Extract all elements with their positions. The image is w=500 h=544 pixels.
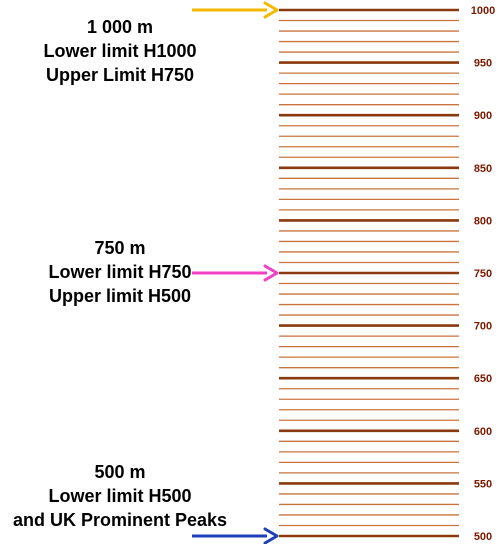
arrow-head: [263, 527, 279, 544]
tick-label-700: 700: [474, 321, 492, 333]
arrow-head: [263, 264, 279, 282]
marker-label-1000m: 1 000 m Lower limit H1000 Upper Limit H7…: [0, 15, 240, 87]
marker-lower-limit: Lower limit H750: [48, 262, 192, 282]
arrow-head: [263, 1, 279, 19]
tick-label-750: 750: [474, 268, 492, 280]
tick-label-900: 900: [474, 110, 492, 122]
tick-label-600: 600: [474, 426, 492, 438]
tick-label-800: 800: [474, 215, 492, 227]
tick-label-650: 650: [474, 373, 492, 385]
marker-upper-limit: Upper limit H500: [48, 286, 192, 306]
marker-arrows: [192, 1, 279, 544]
scale-lines: [279, 8, 459, 538]
marker-title: 500 m: [94, 462, 146, 482]
marker-title: 1 000 m: [86, 17, 154, 37]
tick-labels: 1000 950 900 850 800 750 700 650 600 550 500: [471, 5, 495, 543]
tick-label-1000: 1000: [471, 5, 495, 17]
marker-title: 750 m: [94, 238, 146, 258]
tick-label-550: 550: [474, 478, 492, 490]
marker-lower-limit: Lower limit H1000: [43, 41, 197, 61]
tick-label-500: 500: [474, 531, 492, 543]
marker-lower-limit: Lower limit H500: [48, 486, 192, 506]
marker-label-750m: 750 m Lower limit H750 Upper limit H500: [0, 236, 240, 308]
tick-label-950: 950: [474, 58, 492, 70]
marker-upper-limit: and UK Prominent Peaks: [12, 510, 228, 530]
arrow-750m: [192, 264, 279, 282]
arrow-500m: [192, 527, 279, 544]
marker-label-500m: 500 m Lower limit H500 and UK Prominent …: [0, 460, 240, 532]
arrow-1000m: [192, 1, 279, 19]
marker-upper-limit: Upper Limit H750: [45, 65, 195, 85]
tick-label-850: 850: [474, 163, 492, 175]
